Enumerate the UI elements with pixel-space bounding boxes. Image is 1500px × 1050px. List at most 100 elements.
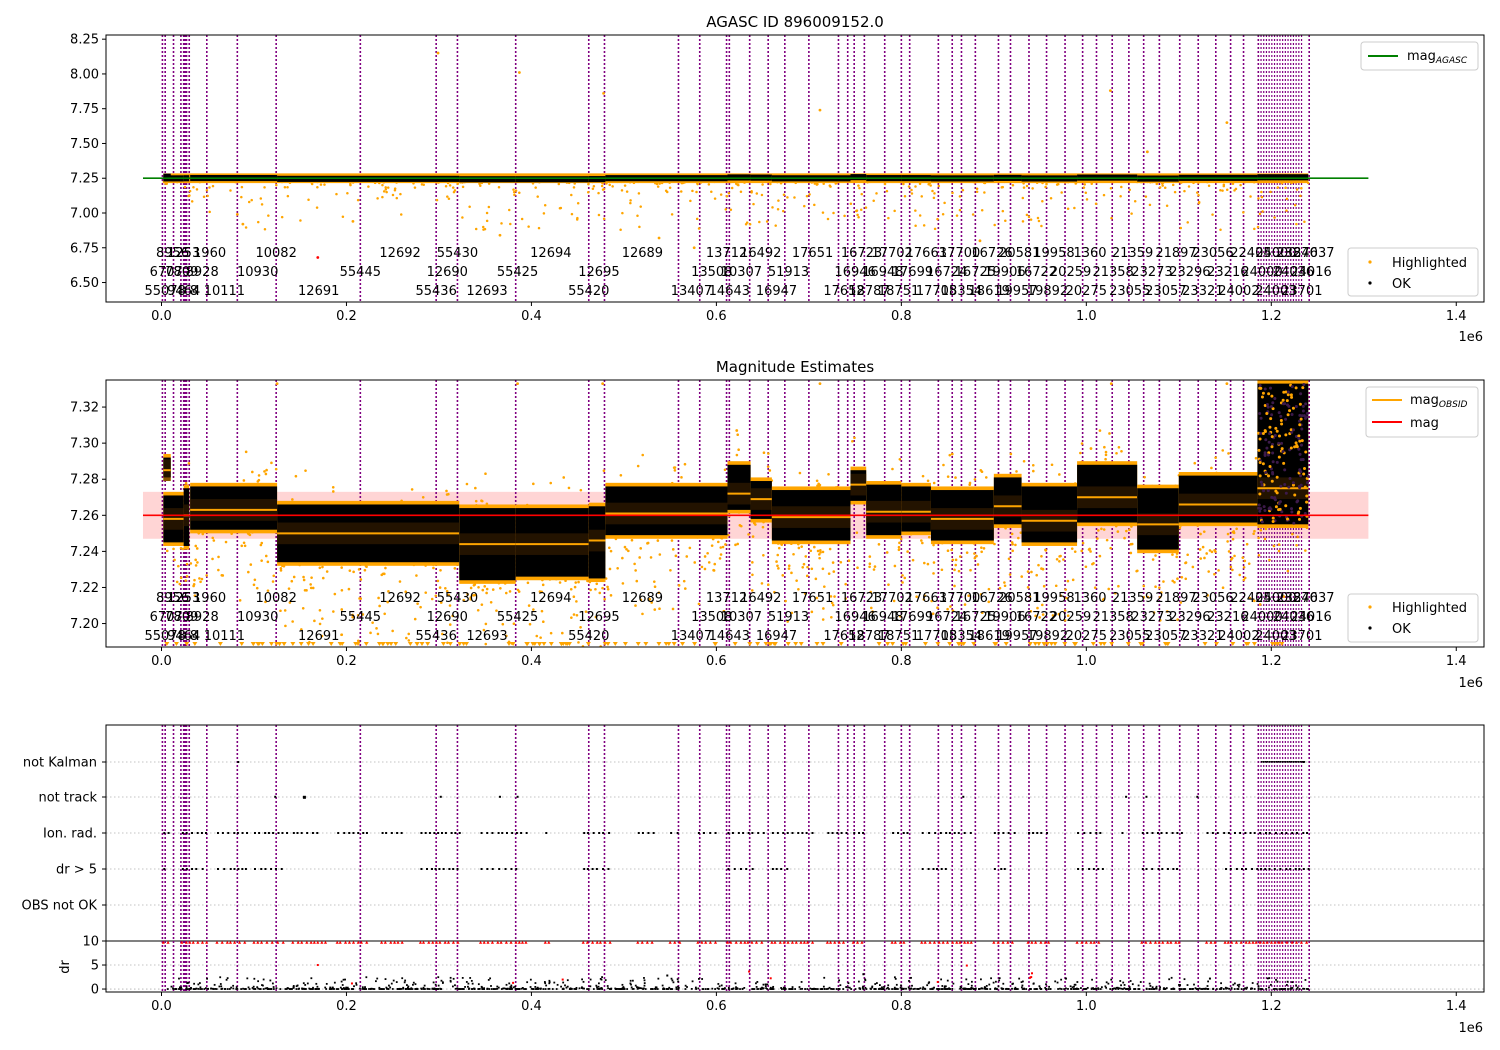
highlighted-point [1274,505,1278,509]
highlighted-point [777,567,780,570]
highlighted-point [195,188,199,191]
dr-point [804,988,806,990]
obsid-label: 24003 [1255,629,1296,644]
highlighted-point [1294,405,1298,409]
flag-mark [246,832,249,834]
dr-point [272,988,275,990]
dr-point [927,982,930,985]
highlighted-point [805,574,809,578]
dr-point [623,988,626,990]
flag-mark [1121,832,1124,834]
highlighted-point [1022,459,1026,463]
highlighted-point [1107,587,1111,591]
highlighted-point [771,206,774,209]
highlighted-point [1299,474,1303,478]
dr-point [236,987,239,990]
obsid-label: 21897 [1155,591,1196,606]
obsid-label: 23216 [1207,610,1248,625]
highlighted-point [311,586,315,590]
highlighted-point [1253,599,1256,603]
dr-point [824,988,826,990]
flag-mark [434,868,437,870]
dr-high-marker [309,940,313,944]
dr-point [467,982,470,985]
flag-mark [637,832,640,834]
highlighted-point [1283,468,1287,472]
obsid-label: 23701 [1281,284,1322,299]
dr-high-marker [1148,940,1153,944]
highlighted-point [766,465,770,468]
obsid-label: 12692 [379,591,420,606]
highlighted-point [1051,614,1055,617]
obsid-label: 13407 [671,629,712,644]
highlighted-point [1262,489,1266,493]
dr-point [508,982,511,985]
highlighted-point [279,567,283,570]
highlighted-point [489,600,493,604]
highlighted-point [430,597,434,601]
highlighted-point [609,594,613,597]
dr-point [1105,986,1107,989]
flag-mark [1002,832,1005,834]
dr-point [407,986,409,989]
dr-point [1065,987,1067,990]
dr-point [434,983,437,986]
highlighted-point [987,600,991,604]
flag-mark [1077,868,1080,870]
highlighted-point [260,541,264,545]
highlighted-point [1241,556,1245,559]
dr-high-marker [338,940,342,944]
highlighted-point [752,202,755,206]
highlighted-point [367,185,370,188]
dr-point [381,988,384,990]
highlighted-point [461,216,464,219]
dr-point [1025,988,1028,990]
highlighted-point [575,613,579,617]
highlighted-point [316,256,320,259]
dr-point [376,977,379,980]
highlighted-point [416,602,419,605]
clipped-marker [566,642,572,646]
dr-point [752,988,755,990]
dr-point [297,988,300,990]
highlighted-point [447,593,451,597]
highlighted-point [1066,207,1070,210]
highlighted-point [259,543,263,547]
dr-high-marker [514,940,518,944]
flag-mark [811,832,814,834]
dr-point [643,979,646,982]
dr-point [960,986,963,989]
highlighted-point [1272,544,1276,548]
highlighted-point [804,555,808,558]
dr-high-marker [746,940,750,944]
dr-point [781,988,783,990]
clipped-marker [256,642,262,646]
highlighted-point [1305,494,1309,498]
highlighted-point [1233,189,1236,192]
highlighted-point [527,604,531,607]
flag-mark [438,868,441,870]
dr-point [949,988,951,990]
highlighted-point [805,194,809,198]
dr-point [456,987,459,990]
highlighted-point [384,186,387,189]
dr-point [879,984,881,987]
dr-high-marker [786,940,790,944]
highlighted-point [621,211,624,215]
dr-point [644,988,647,990]
flag-mark [727,868,730,870]
dr-point [1206,985,1209,987]
dr-point [328,988,331,990]
dr-point [766,983,769,986]
obsid-label: 9464 [167,284,200,299]
dr-point [675,986,678,989]
highlighted-point [1280,510,1284,514]
flag-mark [962,795,965,798]
dr-point [1145,987,1148,990]
highlighted-point [1108,89,1112,93]
highlighted-point [911,558,915,562]
highlighted-point [629,199,632,202]
highlighted-point [1292,521,1296,525]
highlighted-point [1227,550,1231,553]
dr-point [180,988,183,990]
